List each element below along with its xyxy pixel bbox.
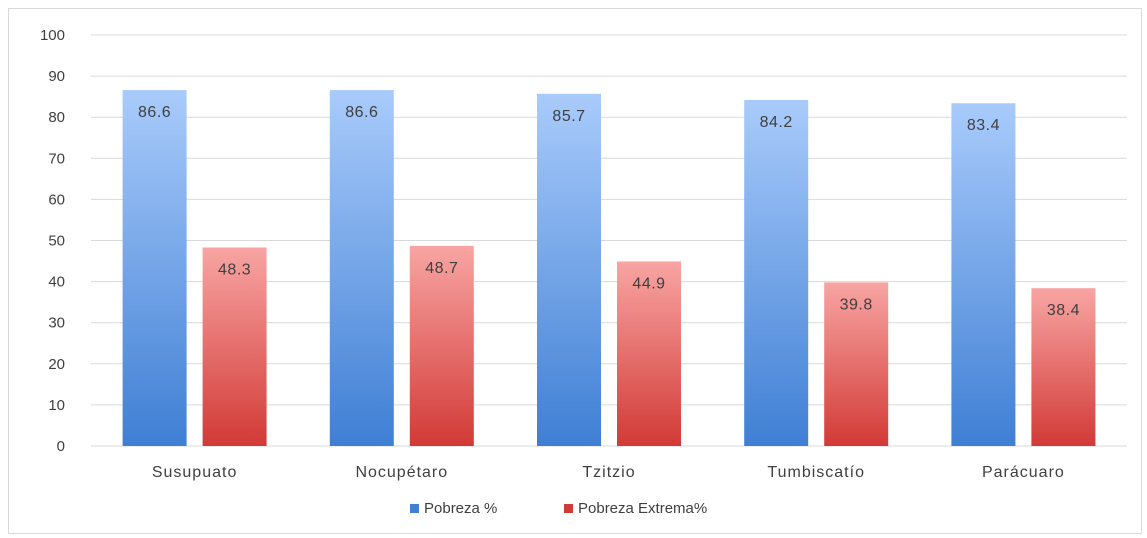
x-category-label: Nocupétaro [355, 464, 448, 481]
data-label: 83.4 [967, 117, 1000, 134]
bar-pobreza [329, 90, 394, 446]
x-category-label: Tzitzio [582, 464, 635, 481]
bars [122, 90, 1096, 447]
y-tick-label: 80 [48, 109, 65, 126]
y-tick-label: 50 [48, 233, 65, 250]
y-tick-label: 10 [48, 397, 65, 414]
data-label: 86.6 [345, 104, 378, 121]
bar-pobreza-extrema [409, 245, 474, 446]
bar-pobreza-extrema [1031, 288, 1096, 446]
data-label: 85.7 [552, 108, 585, 125]
legend-label: Pobreza Extrema% [578, 500, 707, 517]
x-category-label: Susupuato [152, 464, 238, 481]
y-axis-ticks: 0 10 20 30 40 50 60 70 80 90 100 [40, 27, 65, 455]
y-tick-label: 100 [40, 27, 65, 44]
legend-swatch [410, 504, 419, 513]
data-label: 39.8 [840, 296, 873, 313]
data-labels: 86.6 48.3 86.6 48.7 85.7 44.9 84.2 39.8 83.4 38.4 [138, 104, 1080, 319]
legend: Pobreza % Pobreza Extrema% [410, 500, 707, 517]
bar-pobreza [122, 90, 187, 446]
y-tick-label: 70 [48, 150, 65, 167]
bar-pobreza [537, 93, 601, 446]
y-tick-label: 20 [48, 356, 65, 373]
bar-pobreza-extrema [617, 261, 681, 446]
x-category-label: Tumbiscatío [767, 464, 865, 481]
bar-pobreza [744, 99, 809, 447]
legend-swatch [564, 504, 573, 513]
y-tick-label: 0 [57, 438, 65, 455]
x-category-label: Parácuaro [982, 464, 1065, 481]
bar-pobreza [951, 103, 1016, 446]
data-label: 38.4 [1047, 302, 1080, 319]
chart-frame: 0 10 20 30 40 50 60 70 80 90 100 86.6 48.3 86.6 48.7 8… [8, 8, 1142, 534]
y-tick-label: 30 [48, 315, 65, 332]
bar-pobreza-extrema [202, 247, 267, 446]
data-label: 48.3 [218, 261, 251, 278]
y-tick-label: 40 [48, 274, 65, 291]
x-axis-categories: Susupuato Nocupétaro Tzitzio Tumbiscatío Par… [152, 464, 1065, 481]
data-label: 86.6 [138, 104, 171, 121]
y-tick-label: 90 [48, 68, 65, 85]
legend-label: Pobreza % [424, 500, 497, 517]
data-label: 84.2 [760, 114, 793, 131]
bar-pobreza-extrema [824, 282, 889, 446]
data-label: 44.9 [632, 275, 665, 292]
data-label: 48.7 [425, 260, 458, 277]
y-tick-label: 60 [48, 191, 65, 208]
